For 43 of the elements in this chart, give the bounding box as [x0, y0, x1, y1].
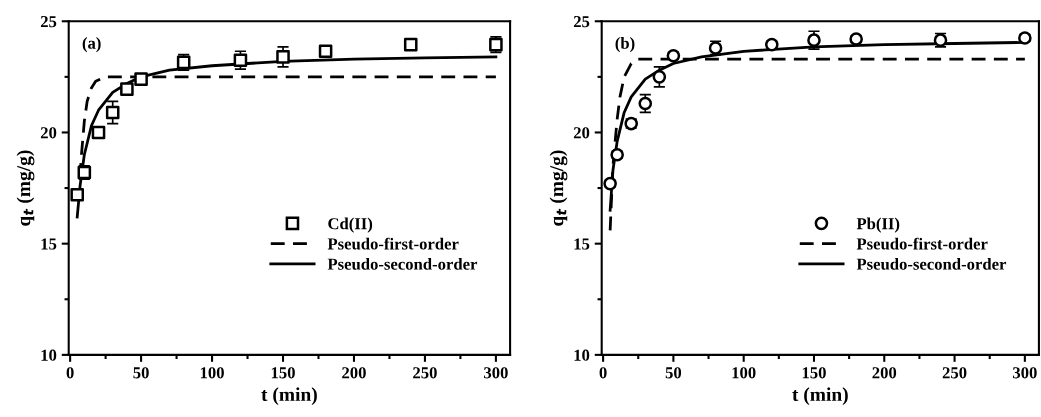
x-tick-label: 100 [732, 367, 756, 379]
legend-label: Pb(II) [856, 217, 900, 233]
x-tick-label: 250 [413, 367, 437, 379]
point [134, 72, 148, 86]
y-tick-label: 15 [574, 238, 590, 250]
x-tick-label: 300 [484, 367, 508, 379]
y-tick-label: 10 [41, 349, 57, 361]
y-tick-label: 20 [40, 127, 57, 139]
y-tick-label: 20 [573, 127, 590, 139]
legend-label: Cd(II) [328, 217, 373, 233]
x-axis-title: t (min) [792, 387, 848, 405]
x-tick-label: 250 [942, 367, 967, 379]
x-tick-label: 0 [66, 367, 74, 379]
annotation: (b) [615, 37, 635, 53]
point [120, 82, 134, 96]
legend-label: Pseudo-second-order [327, 258, 478, 270]
x-axis-title: t (min) [261, 387, 317, 405]
x-tick-label: 50 [133, 367, 149, 379]
x-tick-label: 100 [200, 367, 224, 379]
point [276, 50, 290, 64]
y-tick-label: 25 [573, 16, 590, 28]
point [403, 37, 418, 52]
point [318, 44, 333, 59]
point [105, 105, 120, 120]
point [652, 70, 667, 84]
legend-label: Pseudo-first-order [327, 237, 459, 250]
x-tick-label: 300 [1012, 367, 1037, 379]
y-axis-title: q$_{t}$ (mg/g) [549, 150, 568, 226]
x-tick-label: 200 [872, 367, 897, 379]
x-tick-label: 150 [802, 367, 826, 379]
point [70, 187, 85, 202]
x-tick-label: 150 [271, 367, 295, 379]
y-tick-label: 25 [40, 16, 57, 28]
annotation: (a) [82, 37, 101, 53]
legend-label: Pseudo-second-order [856, 258, 1007, 270]
legend-label: Pseudo-first-order [856, 237, 988, 250]
point [91, 125, 106, 140]
y-tick-label: 10 [574, 349, 590, 361]
x-tick-label: 0 [599, 367, 607, 379]
y-tick-label: 15 [41, 238, 57, 250]
x-tick-label: 200 [342, 367, 366, 379]
x-tick-label: 50 [665, 367, 682, 379]
y-axis-title: q$_{t}$ (mg/g) [16, 150, 35, 226]
